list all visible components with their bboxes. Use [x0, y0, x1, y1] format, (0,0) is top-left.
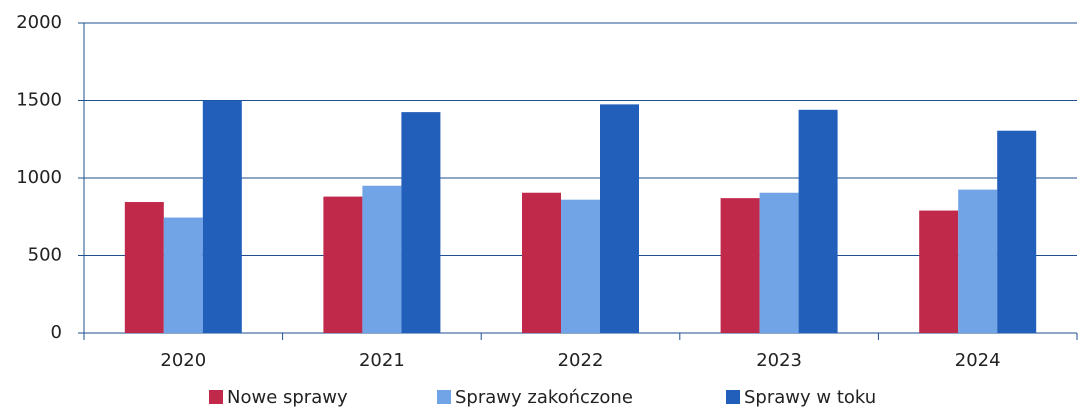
y-tick-label: 1500	[16, 90, 62, 111]
bar	[720, 198, 760, 333]
y-tick-label: 500	[28, 245, 62, 266]
bar	[561, 199, 600, 333]
y-tick-label: 1000	[16, 167, 62, 188]
legend-swatch	[209, 390, 223, 404]
bar	[202, 100, 242, 333]
bar	[919, 210, 959, 333]
y-tick-label: 2000	[16, 12, 62, 33]
x-tick-label: 2022	[558, 350, 604, 371]
bar	[401, 112, 441, 333]
legend-label: Sprawy zakończone	[455, 387, 633, 408]
x-tick-label: 2024	[955, 350, 1001, 371]
bar	[522, 192, 561, 333]
bar	[323, 196, 363, 333]
bar	[958, 189, 998, 333]
x-tick-label: 2021	[359, 350, 405, 371]
bar	[163, 217, 203, 333]
bar	[124, 202, 164, 333]
legend-swatch	[726, 390, 740, 404]
bar	[759, 192, 799, 333]
x-tick-label: 2023	[756, 350, 802, 371]
legend-label: Nowe sprawy	[227, 387, 348, 408]
x-tick-label: 2020	[160, 350, 206, 371]
bar	[997, 130, 1037, 333]
legend-label: Sprawy w toku	[744, 387, 876, 408]
bar	[600, 104, 639, 333]
legend-swatch	[437, 390, 451, 404]
bar	[362, 185, 402, 333]
bar	[798, 109, 838, 333]
y-tick-label: 0	[51, 322, 62, 343]
